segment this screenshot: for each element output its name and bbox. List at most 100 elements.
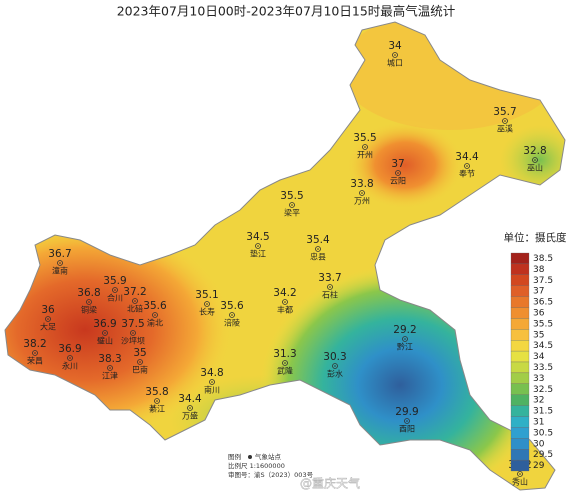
- station-value: 34.2: [273, 287, 296, 299]
- station-dot: [257, 245, 259, 247]
- station-name: 石柱: [322, 290, 338, 300]
- legend-label: 36.5: [533, 298, 553, 308]
- legend-label: 29: [533, 461, 545, 471]
- footnote-scale: 比例尺 1:1600000: [228, 461, 285, 470]
- station-value: 34.8: [200, 367, 223, 379]
- watermark: @重庆天气: [300, 476, 360, 491]
- station-marker: [107, 365, 113, 371]
- legend-label: 31.5: [533, 407, 553, 417]
- station-value: 36.8: [77, 287, 100, 299]
- station-name: 长寿: [199, 307, 215, 317]
- legend-swatch: [510, 340, 530, 352]
- station-dot: [364, 146, 366, 148]
- station-value: 37.2: [123, 286, 146, 298]
- legend-swatch: [510, 372, 530, 384]
- station-value: 34.4: [455, 151, 479, 163]
- station-dot: [104, 332, 106, 334]
- station-dot: [34, 352, 36, 354]
- legend-label: 36: [533, 308, 545, 318]
- legend-swatch: [510, 252, 530, 265]
- station-dot: [109, 367, 111, 369]
- station-dot: [211, 381, 213, 383]
- station-marker: [57, 260, 63, 266]
- station-marker: [112, 287, 118, 293]
- station-name: 潼南: [52, 266, 68, 276]
- station-value: 35.7: [493, 106, 516, 118]
- station-name: 沙坪坝: [121, 337, 145, 346]
- station-dot: [394, 54, 396, 56]
- station-marker: [327, 284, 333, 290]
- station-value: 35.4: [306, 234, 330, 246]
- station-name: 北碚: [127, 304, 143, 314]
- station-dot: [47, 318, 49, 320]
- station-dot: [69, 357, 71, 359]
- station-marker: [102, 330, 108, 336]
- station-name: 涪陵: [224, 318, 240, 328]
- legend-swatch: [510, 296, 530, 308]
- station-marker: [392, 52, 398, 58]
- legend-swatch: [510, 318, 530, 330]
- station-dot: [534, 159, 536, 161]
- station-name: 丰都: [277, 305, 293, 315]
- footnote-approval: 审图号：渝S（2023）003号: [228, 470, 314, 479]
- legend-label: 33.5: [533, 363, 553, 373]
- legend-swatch: [510, 416, 530, 428]
- station-value: 38.2: [23, 338, 46, 350]
- footnote-legend-item: 气象站点: [255, 452, 282, 461]
- legend-swatch: [510, 274, 530, 286]
- station-value: 36.7: [48, 248, 71, 260]
- legend-label: 34.5: [533, 341, 553, 351]
- station-value: 36: [41, 304, 55, 316]
- station-marker: [282, 360, 288, 366]
- legend-label: 30: [533, 439, 545, 449]
- station-dot: [154, 314, 156, 316]
- station-value: 34.4: [178, 393, 202, 405]
- station-marker: [204, 301, 210, 307]
- station-dot: [156, 400, 158, 402]
- station-name: 巫山: [527, 163, 543, 173]
- station-value: 32.8: [523, 145, 546, 157]
- legend-label: 38.5: [533, 254, 553, 264]
- station-marker: [137, 359, 143, 365]
- station-dot: [504, 120, 506, 122]
- station-marker: [255, 243, 261, 249]
- station-name: 酉阳: [399, 425, 415, 434]
- station-marker: [402, 336, 408, 342]
- map-title: 2023年07月10日00时-2023年07月10日15时最高气温统计: [117, 4, 456, 19]
- station-value: 35.6: [143, 300, 167, 312]
- legend-swatch: [510, 394, 530, 406]
- legend-label: 29.5: [533, 450, 553, 460]
- station-value: 38.3: [98, 353, 121, 365]
- station-marker: [86, 299, 92, 305]
- station-name: 黔江: [397, 342, 413, 352]
- station-value: 29.9: [395, 406, 418, 418]
- station-value: 35: [133, 347, 146, 359]
- legend-swatch: [510, 449, 530, 461]
- station-marker: [32, 350, 38, 356]
- station-dot: [88, 301, 90, 303]
- station-dot: [406, 420, 408, 422]
- station-name: 武隆: [277, 366, 293, 376]
- legend-label: 33: [533, 374, 544, 384]
- station-marker: [154, 398, 160, 404]
- legend-label: 34: [533, 352, 545, 362]
- station-name: 城口: [387, 59, 403, 68]
- legend-swatch: [510, 383, 530, 395]
- legend-label: 31: [533, 417, 544, 427]
- station-name: 云阳: [390, 177, 406, 186]
- station-marker: [359, 190, 365, 196]
- legend-label: 32.5: [533, 385, 553, 395]
- station-dot: [231, 314, 233, 316]
- station-value: 33.8: [350, 178, 373, 190]
- legend-label: 35: [533, 330, 544, 340]
- legend-label: 38: [533, 265, 545, 275]
- legend-swatch: [510, 361, 530, 374]
- footnote-station-icon: [248, 455, 252, 459]
- station-name: 忠县: [310, 253, 326, 262]
- station-value: 37.5: [121, 318, 144, 330]
- station-dot: [404, 338, 406, 340]
- legend-title: 单位：摄氏度: [504, 231, 567, 244]
- station-name: 綦江: [149, 404, 165, 414]
